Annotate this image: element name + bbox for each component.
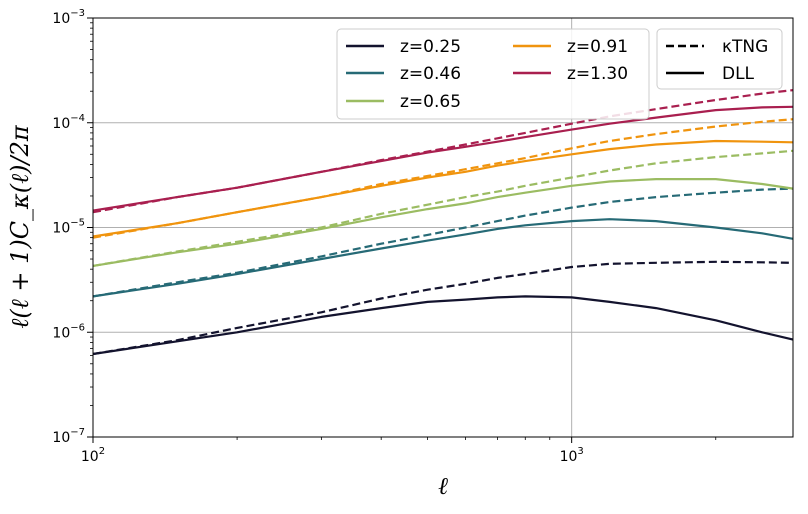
- legend-label: z=0.65: [400, 92, 461, 112]
- series-line-dll-z0.91: [92, 139, 794, 238]
- legend-label: DLL: [722, 64, 755, 84]
- series-line-ktng-z0.65: [92, 149, 794, 267]
- series-lines: [92, 89, 794, 356]
- series-line-dll-z0.46: [92, 218, 794, 298]
- series-line-dll-z0.25: [92, 295, 794, 356]
- y-axis-title: ℓ(ℓ + 1)C_κ(ℓ)/2π: [6, 124, 34, 329]
- legend-label: z=0.46: [400, 64, 461, 84]
- legend-label: z=1.30: [567, 64, 628, 84]
- series-line-ktng-z0.25: [92, 260, 794, 356]
- series-line-ktng-z0.46: [92, 187, 794, 298]
- series-line-dll-z1.30: [92, 105, 794, 212]
- legend-box-redshift: [336, 28, 650, 120]
- legend-label: κTNG: [722, 37, 768, 57]
- legend-label: z=0.25: [400, 37, 461, 57]
- series-line-dll-z0.65: [92, 178, 794, 267]
- x-axis-title: ℓ: [438, 472, 448, 500]
- legend: z=0.25 z=0.46 z=0.65 z=0.91 z=1.30 κTNG DLL: [336, 28, 783, 120]
- legend-label: z=0.91: [567, 37, 628, 57]
